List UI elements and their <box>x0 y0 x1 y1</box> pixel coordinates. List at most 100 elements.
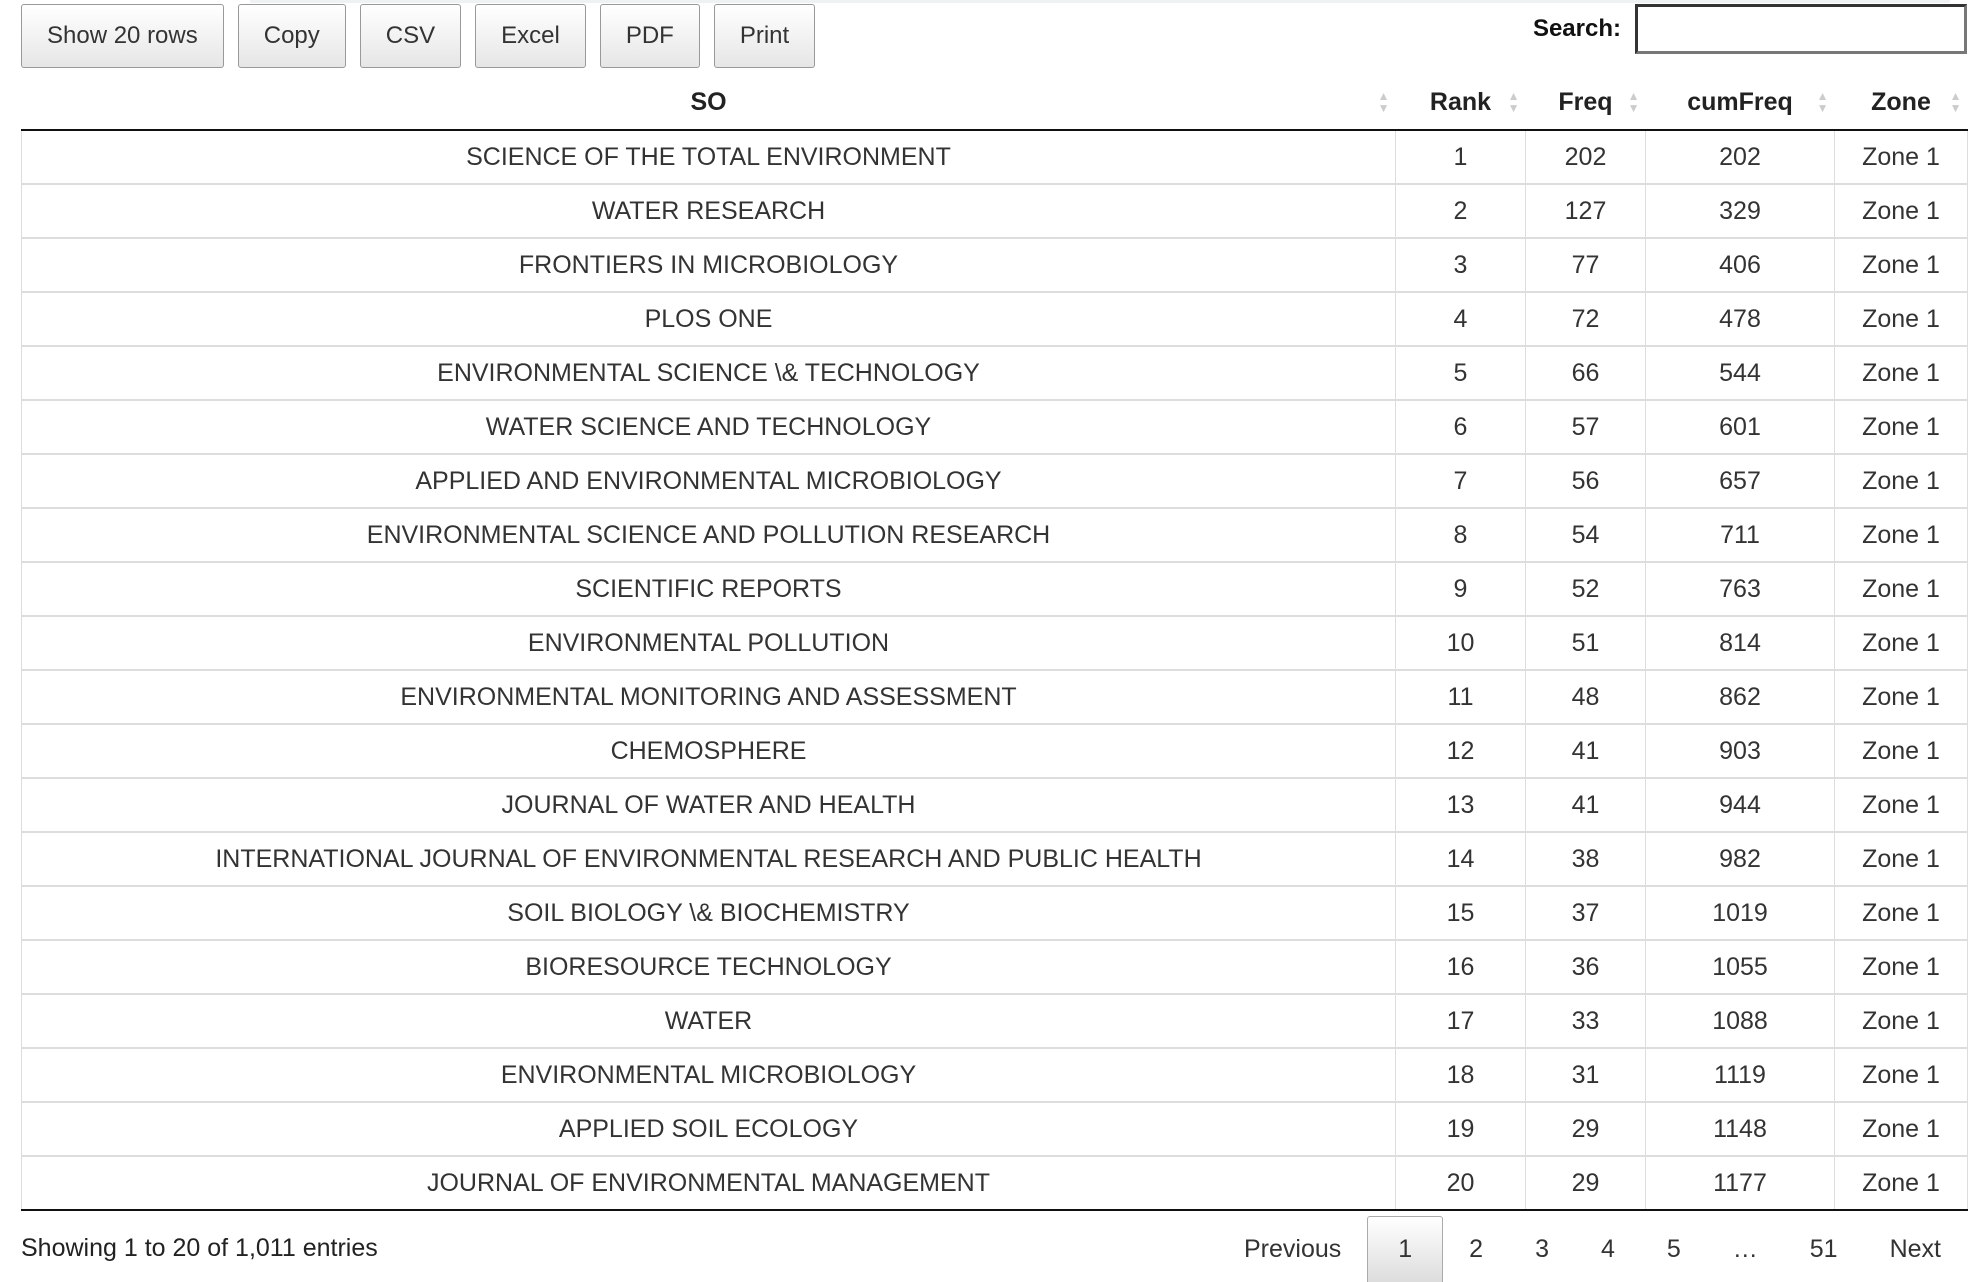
cell-rank: 6 <box>1395 400 1526 455</box>
cell-zone: Zone 1 <box>1834 562 1968 617</box>
cell-zone: Zone 1 <box>1834 454 1968 509</box>
table-row: SCIENTIFIC REPORTS 9 52 763 Zone 1 <box>21 562 1968 617</box>
cell-so: ENVIRONMENTAL SCIENCE \& TECHNOLOGY <box>21 346 1396 401</box>
print-button[interactable]: Print <box>713 4 816 68</box>
page-button-3[interactable]: 3 <box>1535 1234 1549 1263</box>
cell-freq: 127 <box>1525 184 1646 239</box>
cell-freq: 31 <box>1525 1048 1646 1103</box>
table-row: ENVIRONMENTAL POLLUTION 10 51 814 Zone 1 <box>21 616 1968 671</box>
excel-button[interactable]: Excel <box>475 4 586 68</box>
cell-zone: Zone 1 <box>1834 940 1968 995</box>
pagination: Previous 1 2 3 4 5 … 51 Next <box>1218 1216 1967 1282</box>
cell-rank: 12 <box>1395 724 1526 779</box>
copy-button[interactable]: Copy <box>237 4 346 68</box>
cell-freq: 66 <box>1525 346 1646 401</box>
page-button-2[interactable]: 2 <box>1469 1234 1484 1263</box>
table-row: SOIL BIOLOGY \& BIOCHEMISTRY 15 37 1019 Zone… <box>21 886 1968 941</box>
cell-cumfreq: 1177 <box>1645 1156 1835 1211</box>
cell-so: JOURNAL OF WATER AND HEALTH <box>21 778 1396 833</box>
sort-icon[interactable]: ▲ ▼ <box>1507 89 1520 115</box>
page-button-5[interactable]: 5 <box>1666 1234 1681 1263</box>
cell-so: SCIENTIFIC REPORTS <box>21 562 1396 617</box>
cell-freq: 37 <box>1525 886 1646 941</box>
cell-rank: 4 <box>1395 292 1526 347</box>
column-header-cumfreq[interactable]: cumFreq ▲ ▼ <box>1645 76 1835 131</box>
search-box: Search: <box>1533 4 1967 54</box>
table-row: FRONTIERS IN MICROBIOLOGY 3 77 406 Zone 1 <box>21 238 1968 293</box>
cell-so: APPLIED AND ENVIRONMENTAL MICROBIOLOGY <box>21 454 1396 509</box>
table-row: ENVIRONMENTAL SCIENCE \& TECHNOLOGY 5 66 54… <box>21 346 1968 401</box>
page-button-4[interactable]: 4 <box>1600 1234 1615 1263</box>
csv-button[interactable]: CSV <box>359 4 462 68</box>
cell-rank: 14 <box>1395 832 1526 887</box>
top-divider <box>250 0 1950 3</box>
cell-freq: 77 <box>1525 238 1646 293</box>
cell-cumfreq: 944 <box>1645 778 1835 833</box>
cell-so: CHEMOSPHERE <box>21 724 1396 779</box>
cell-zone: Zone 1 <box>1834 994 1968 1049</box>
cell-rank: 17 <box>1395 994 1526 1049</box>
table-row: ENVIRONMENTAL MONITORING AND ASSESSMENT 1… <box>21 670 1968 725</box>
sort-icon[interactable]: ▲ ▼ <box>1627 89 1640 115</box>
cell-freq: 29 <box>1525 1156 1646 1211</box>
table-row: JOURNAL OF WATER AND HEALTH 13 41 944 Zone 1 <box>21 778 1968 833</box>
cell-zone: Zone 1 <box>1834 346 1968 401</box>
column-header-freq[interactable]: Freq ▲ ▼ <box>1525 76 1646 131</box>
table-row: WATER SCIENCE AND TECHNOLOGY 6 57 601 Zone 1 <box>21 400 1968 455</box>
table-row: SCIENCE OF THE TOTAL ENVIRONMENT 1 202 202 Z… <box>21 130 1968 185</box>
cell-cumfreq: 1148 <box>1645 1102 1835 1157</box>
cell-zone: Zone 1 <box>1834 400 1968 455</box>
pdf-button[interactable]: PDF <box>599 4 700 68</box>
export-toolbar: Show 20 rows Copy CSV Excel PDF Print <box>21 4 816 68</box>
page-button-51[interactable]: 51 <box>1809 1234 1838 1263</box>
cell-cumfreq: 329 <box>1645 184 1835 239</box>
cell-so: ENVIRONMENTAL MONITORING AND ASSESSMENT <box>21 670 1396 725</box>
column-header-zone[interactable]: Zone ▲ ▼ <box>1834 76 1968 131</box>
cell-so: ENVIRONMENTAL MICROBIOLOGY <box>21 1048 1396 1103</box>
cell-cumfreq: 478 <box>1645 292 1835 347</box>
table-row: INTERNATIONAL JOURNAL OF ENVIRONMENTAL R… <box>21 832 1968 887</box>
page-button-1[interactable]: 1 <box>1367 1216 1444 1282</box>
search-input[interactable] <box>1635 4 1967 54</box>
cell-rank: 13 <box>1395 778 1526 833</box>
cell-freq: 48 <box>1525 670 1646 725</box>
cell-so: ENVIRONMENTAL SCIENCE AND POLLUTION RESE… <box>21 508 1396 563</box>
cell-freq: 41 <box>1525 724 1646 779</box>
previous-page-button[interactable]: Previous <box>1243 1234 1342 1263</box>
cell-zone: Zone 1 <box>1834 832 1968 887</box>
cell-cumfreq: 711 <box>1645 508 1835 563</box>
cell-rank: 11 <box>1395 670 1526 725</box>
cell-freq: 41 <box>1525 778 1646 833</box>
cell-cumfreq: 1088 <box>1645 994 1835 1049</box>
cell-rank: 20 <box>1395 1156 1526 1211</box>
next-page-button[interactable]: Next <box>1889 1234 1941 1263</box>
column-header-so[interactable]: SO ▲ ▼ <box>21 76 1396 131</box>
data-table: SO ▲ ▼ Rank ▲ ▼ Freq ▲ ▼ cumFreq ▲ ▼ Zone ▲ ▼ SCIENCE … <box>21 76 1968 1211</box>
pagination-ellipsis: … <box>1732 1234 1758 1263</box>
table-row: CHEMOSPHERE 12 41 903 Zone 1 <box>21 724 1968 779</box>
cell-rank: 10 <box>1395 616 1526 671</box>
table-row: APPLIED SOIL ECOLOGY 19 29 1148 Zone 1 <box>21 1102 1968 1157</box>
show-rows-button[interactable]: Show 20 rows <box>21 4 224 68</box>
cell-cumfreq: 1019 <box>1645 886 1835 941</box>
cell-zone: Zone 1 <box>1834 1156 1968 1211</box>
sort-icon[interactable]: ▲ ▼ <box>1377 89 1390 115</box>
column-label: cumFreq <box>1687 88 1793 116</box>
cell-zone: Zone 1 <box>1834 670 1968 725</box>
table-row: ENVIRONMENTAL SCIENCE AND POLLUTION RESE… <box>21 508 1968 563</box>
cell-cumfreq: 657 <box>1645 454 1835 509</box>
cell-cumfreq: 814 <box>1645 616 1835 671</box>
cell-so: WATER SCIENCE AND TECHNOLOGY <box>21 400 1396 455</box>
column-header-rank[interactable]: Rank ▲ ▼ <box>1395 76 1526 131</box>
cell-so: PLOS ONE <box>21 292 1396 347</box>
sort-icon[interactable]: ▲ ▼ <box>1816 89 1829 115</box>
cell-rank: 19 <box>1395 1102 1526 1157</box>
sort-icon[interactable]: ▲ ▼ <box>1949 89 1962 115</box>
table-row: WATER 17 33 1088 Zone 1 <box>21 994 1968 1049</box>
cell-freq: 51 <box>1525 616 1646 671</box>
cell-zone: Zone 1 <box>1834 292 1968 347</box>
cell-zone: Zone 1 <box>1834 508 1968 563</box>
cell-zone: Zone 1 <box>1834 778 1968 833</box>
cell-rank: 16 <box>1395 940 1526 995</box>
table-row: BIORESOURCE TECHNOLOGY 16 36 1055 Zone 1 <box>21 940 1968 995</box>
